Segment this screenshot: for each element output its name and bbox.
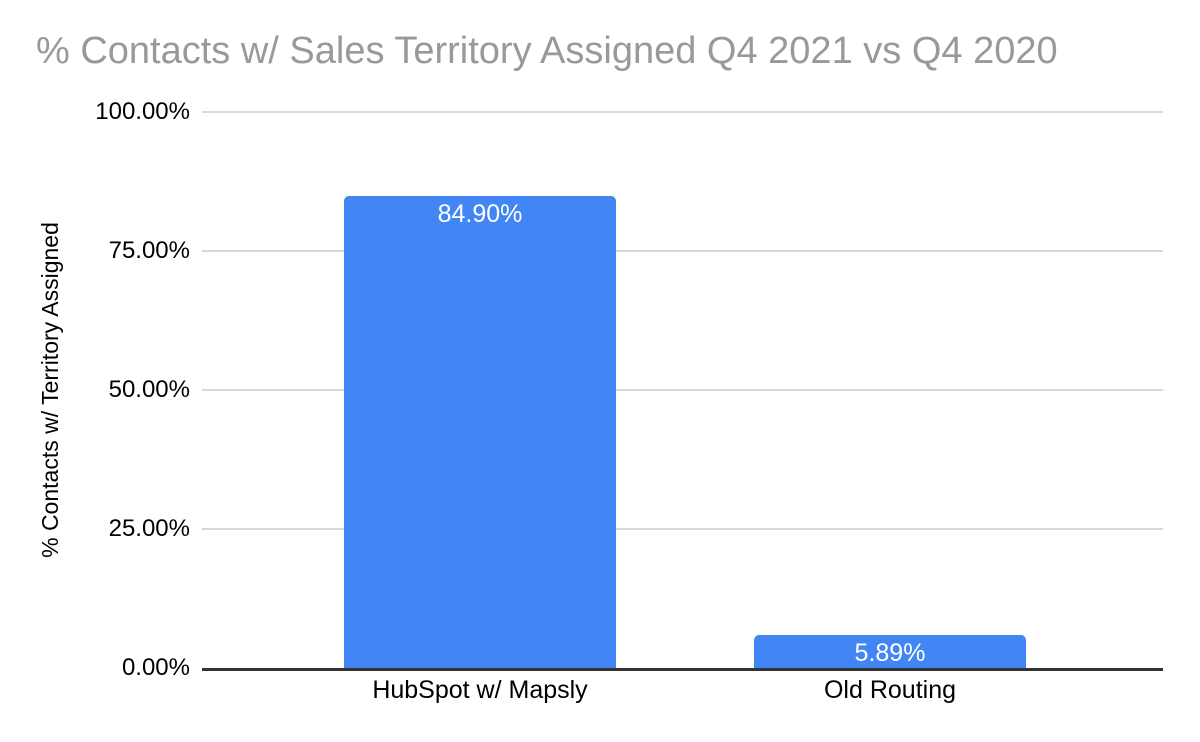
x-axis-category-label: Old Routing [823,676,957,704]
bar-value-label: 5.89% [854,639,926,668]
plot-area: 84.90% 5.89% [202,111,1163,671]
x-axis-category-label: HubSpot w/ Mapsly [372,676,588,704]
chart-title: % Contacts w/ Sales Territory Assigned Q… [36,30,1058,72]
bar-value-label: 84.90% [437,199,523,228]
gridline [202,528,1163,530]
gridline [202,389,1163,391]
y-axis-tick-label: 0.00% [121,654,190,681]
bar: 84.90% [344,195,616,668]
y-axis-tick-label: 100.00% [95,98,190,125]
gridline [202,250,1163,252]
gridline [202,111,1163,113]
y-axis-tick-label: 75.00% [108,237,190,264]
bar: 5.89% [754,635,1026,668]
y-axis-tick-label: 50.00% [108,376,190,403]
y-axis-tick-label: 25.00% [108,515,190,542]
